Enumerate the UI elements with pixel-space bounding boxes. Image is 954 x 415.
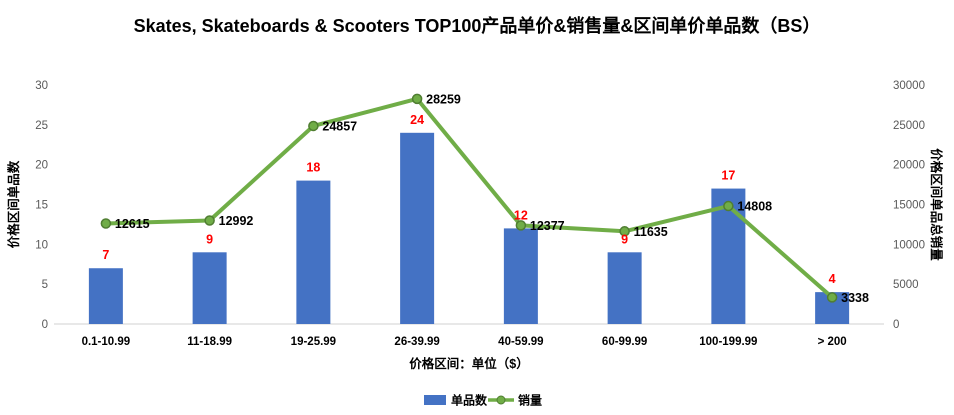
line-value-label: 12615 <box>115 217 150 231</box>
line-value-label: 24857 <box>322 119 357 133</box>
right-axis-tick-label: 30000 <box>893 80 925 92</box>
left-axis-tick-label: 0 <box>42 319 48 331</box>
right-axis-tick-label: 25000 <box>893 120 925 132</box>
line-marker-19-25.99 <box>308 120 319 132</box>
line-marker-> 200 <box>826 292 838 303</box>
bar-value-label: 12 <box>514 208 528 222</box>
bar-value-label: 4 <box>829 272 836 286</box>
x-axis-title: 价格区间：单位（$） <box>409 356 528 371</box>
bar-0.1-10.99 <box>88 268 123 324</box>
legend-marker <box>496 395 506 405</box>
x-axis-category-label: 40-59.99 <box>498 336 543 348</box>
bar-value-label: 24 <box>410 113 424 127</box>
legend-label-bar: 单品数 <box>451 393 488 408</box>
left-axis-title: 价格区间单品数 <box>6 160 21 248</box>
left-axis-tick-label: 30 <box>35 80 48 92</box>
line-value-label: 12377 <box>530 219 565 233</box>
line-value-label: 11635 <box>634 225 668 239</box>
chart-title: Skates, Skateboards & Scooters TOP100产品单… <box>133 16 821 36</box>
right-axis-tick-label: 20000 <box>893 160 925 172</box>
left-axis-tick-label: 15 <box>35 200 48 212</box>
line-marker-11-18.99 <box>204 215 215 226</box>
right-axis-tick-label: 15000 <box>893 200 925 212</box>
bar-value-label: 17 <box>721 169 735 183</box>
bar-19-25.99 <box>296 180 331 324</box>
left-axis-tick-label: 20 <box>35 160 48 172</box>
bar-40-59.99 <box>503 228 538 324</box>
x-axis-category-label: 100-199.99 <box>699 336 757 348</box>
x-axis-category-label: 60-99.99 <box>602 336 647 348</box>
line-value-label: 14808 <box>737 200 772 214</box>
line-marker-40-59.99 <box>515 220 527 231</box>
legend-swatch-bar <box>424 395 446 405</box>
x-axis-category-label: 11-18.99 <box>187 336 232 348</box>
left-axis-tick-label: 5 <box>42 279 48 291</box>
line-marker-100-199.99 <box>723 200 734 212</box>
line-value-label: 3338 <box>841 291 869 305</box>
line-value-label: 28259 <box>426 92 461 106</box>
x-axis-category-label: > 200 <box>818 336 847 348</box>
left-axis-tick-label: 10 <box>35 239 48 251</box>
right-axis-tick-label: 10000 <box>893 239 925 251</box>
legend-label-line: 销量 <box>518 393 542 408</box>
line-marker-26-39.99 <box>411 93 423 105</box>
left-axis-tick-label: 25 <box>35 120 48 132</box>
bar-11-18.99 <box>192 252 227 324</box>
x-axis-category-label: 0.1-10.99 <box>82 336 131 348</box>
bar-60-99.99 <box>607 252 642 324</box>
right-axis-tick-label: 5000 <box>893 279 919 291</box>
bar-value-label: 9 <box>621 232 628 246</box>
bar-value-label: 9 <box>206 232 213 246</box>
line-marker-60-99.99 <box>619 226 630 237</box>
bar-26-39.99 <box>400 132 435 324</box>
bar-value-label: 7 <box>102 248 109 262</box>
right-axis-title: 价格区间单品总销量 <box>929 148 944 261</box>
bar-value-label: 18 <box>306 161 320 175</box>
line-marker-0.1-10.99 <box>100 218 112 229</box>
x-axis-category-label: 19-25.99 <box>291 336 336 348</box>
line-series <box>103 96 835 300</box>
x-axis-category-label: 26-39.99 <box>394 336 439 348</box>
right-axis-tick-label: 0 <box>893 319 899 331</box>
line-value-label: 12992 <box>219 214 254 228</box>
